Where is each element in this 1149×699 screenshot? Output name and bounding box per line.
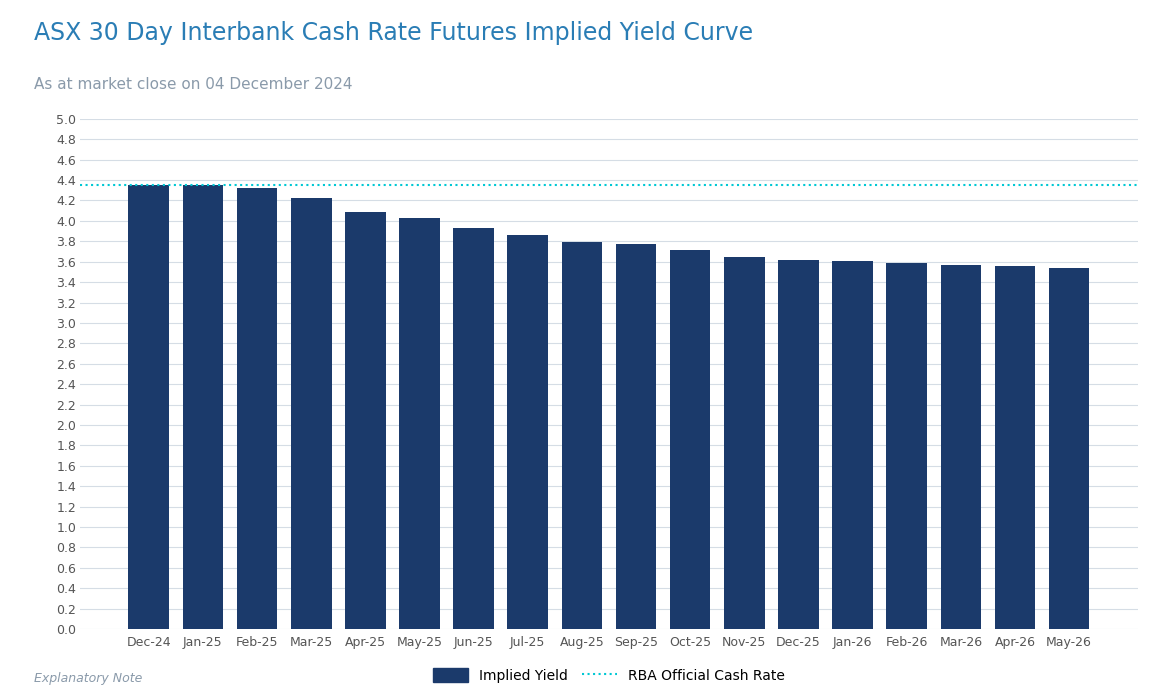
Bar	[886, 263, 927, 629]
Bar	[454, 228, 494, 629]
Bar	[995, 266, 1035, 629]
Bar	[399, 218, 440, 629]
Bar	[724, 257, 764, 629]
Text: As at market close on 04 December 2024: As at market close on 04 December 2024	[34, 77, 353, 92]
Bar	[291, 199, 332, 629]
Legend: Implied Yield, RBA Official Cash Rate: Implied Yield, RBA Official Cash Rate	[427, 663, 791, 689]
Bar	[778, 259, 819, 629]
Bar	[508, 235, 548, 629]
Bar	[1049, 268, 1089, 629]
Bar	[941, 265, 981, 629]
Text: ASX 30 Day Interbank Cash Rate Futures Implied Yield Curve: ASX 30 Day Interbank Cash Rate Futures I…	[34, 21, 754, 45]
Bar	[345, 212, 386, 629]
Bar	[670, 250, 710, 629]
Bar	[616, 245, 656, 629]
Bar	[832, 261, 873, 629]
Bar	[562, 243, 602, 629]
Bar	[129, 185, 169, 629]
Text: Explanatory Note: Explanatory Note	[34, 672, 142, 685]
Bar	[237, 188, 277, 629]
Bar	[183, 185, 223, 629]
